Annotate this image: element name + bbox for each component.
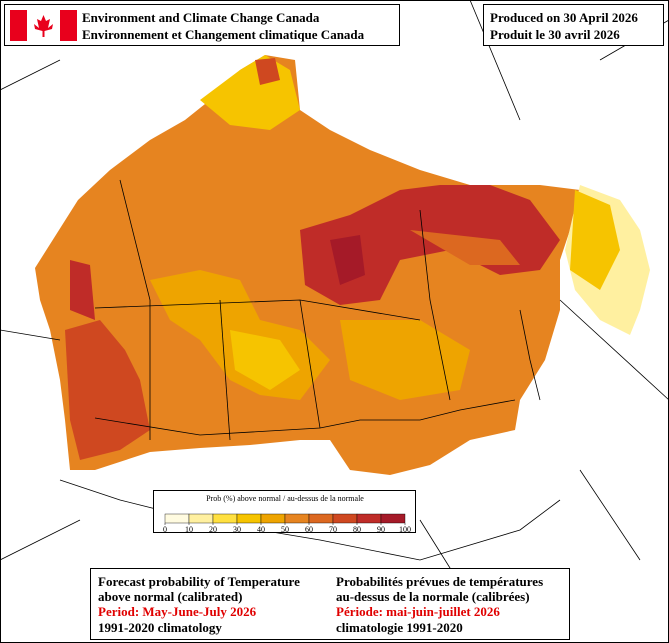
prairie-low [230, 330, 300, 390]
produced-fr: Produit le 30 avril 2026 [490, 27, 620, 42]
legend-box [153, 490, 416, 533]
produced-en: Produced on 30 April 2026 [490, 10, 638, 25]
footer: Forecast probability of Temperature abov… [90, 568, 570, 640]
footer-en-line1: Forecast probability of Temperature [98, 574, 300, 589]
flag-right [60, 10, 77, 41]
color-segment [212, 513, 238, 524]
color-segment [332, 513, 358, 524]
footer-box [90, 568, 570, 640]
legend-title: Prob (%) above normal / au-dessus de la … [206, 494, 364, 503]
quebec-mid [410, 230, 520, 265]
color-segment [164, 513, 190, 524]
hudson-max [330, 235, 365, 285]
tick-label: 70 [329, 525, 337, 534]
agency-fr: Environnement et Changement climatique C… [82, 27, 365, 42]
color-segment [236, 513, 262, 524]
ontario-mid [340, 320, 470, 400]
tick-label: 80 [353, 525, 361, 534]
color-segment [260, 513, 286, 524]
tick-label: 50 [281, 525, 289, 534]
flag-left [10, 10, 27, 41]
arctic-high [255, 58, 280, 85]
footer-fr-line2: au-dessus de la normale (calibrées) [336, 589, 530, 604]
color-segment [188, 513, 214, 524]
tick-label: 0 [163, 525, 167, 534]
produced-box: Produced on 30 April 2026 Produit le 30 … [483, 4, 664, 46]
agency-en: Environment and Climate Change Canada [82, 10, 320, 25]
footer-fr-climatology: climatologie 1991-2020 [336, 620, 463, 635]
agency-box: Environment and Climate Change Canada En… [4, 4, 400, 46]
footer-en-line2: above normal (calibrated) [98, 589, 242, 604]
color-segment [380, 513, 406, 524]
footer-en-period: Period: May-June-July 2026 [98, 604, 257, 619]
coast-high [70, 260, 95, 320]
legend: Prob (%) above normal / au-dessus de la … [153, 490, 416, 534]
west-high [65, 320, 150, 460]
tick-label: 90 [377, 525, 385, 534]
tick-label: 20 [209, 525, 217, 534]
labrador-mid [570, 190, 620, 290]
boundaries [0, 0, 669, 601]
color-segment [356, 513, 382, 524]
footer-fr-line1: Probabilités prévues de températures [336, 574, 543, 589]
tick-label: 40 [257, 525, 265, 534]
tick-label: 10 [185, 525, 193, 534]
map [0, 0, 669, 601]
color-segment [308, 513, 334, 524]
produced-frame [483, 4, 664, 46]
tick-label: 30 [233, 525, 241, 534]
footer-fr-period: Période: mai-juin-juillet 2026 [336, 604, 500, 619]
maple-leaf [34, 15, 53, 37]
tick-label: 100 [399, 525, 411, 534]
color-segment [284, 513, 310, 524]
tick-label: 60 [305, 525, 313, 534]
footer-en-climatology: 1991-2020 climatology [98, 620, 222, 635]
